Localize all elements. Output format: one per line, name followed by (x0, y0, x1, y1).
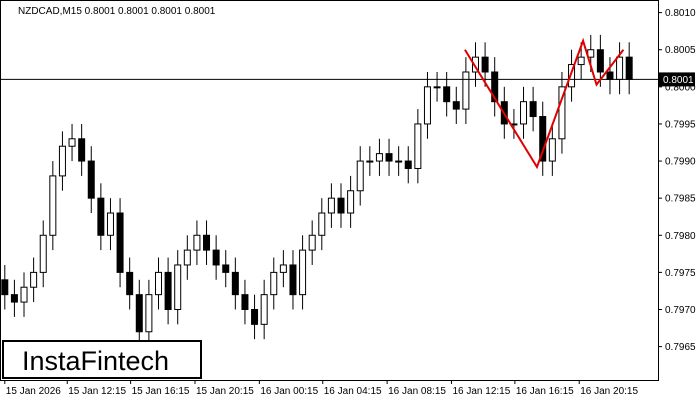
candle-body (1, 279, 9, 296)
logo: InstaFintech (22, 346, 169, 376)
candle-body (337, 197, 345, 214)
candle-body (212, 249, 220, 266)
candle-body (433, 86, 441, 89)
x-tick-label: 16 Jan 04:15 (324, 386, 382, 397)
candle-body (606, 71, 614, 80)
candle-body (529, 101, 537, 118)
y-tick-label: 0.7970 (665, 305, 696, 316)
candle-body (327, 197, 335, 214)
candle-body (145, 294, 153, 333)
x-tick-label: 16 Jan 00:15 (260, 386, 318, 397)
candle-body (366, 160, 374, 163)
x-tick-label: 16 Jan 12:15 (452, 386, 510, 397)
candle-body (68, 138, 76, 147)
x-tick-label: 16 Jan 16:15 (516, 386, 574, 397)
candle-body (20, 286, 28, 303)
candle-body (347, 190, 355, 214)
candle-body (164, 271, 172, 310)
candle-body (548, 138, 556, 162)
candle-body (452, 101, 460, 110)
candle-body (491, 71, 499, 103)
y-tick-label: 0.7985 (665, 194, 696, 205)
candle-body (375, 153, 383, 162)
x-tick-label: 15 Jan 12:15 (68, 386, 126, 397)
candle-body (58, 145, 66, 177)
candle-body (39, 234, 47, 273)
candle-body (299, 249, 307, 296)
candle-body (106, 212, 114, 236)
candle-body (260, 294, 268, 325)
x-tick-label: 15 Jan 16:15 (132, 386, 190, 397)
candle-body (462, 71, 470, 110)
candle-body (251, 308, 259, 325)
candle-body (539, 116, 547, 162)
candle-body (404, 160, 412, 169)
candle-body (558, 86, 566, 140)
candle-body (174, 264, 182, 310)
logo-box (2, 340, 202, 379)
y-tick-label: 0.7980 (665, 231, 696, 242)
candle-body (97, 197, 105, 236)
y-tick-label: 0.7990 (665, 157, 696, 168)
chart-title: NZDCAD,M15 0.8001 0.8001 0.8001 0.8001 (18, 6, 216, 17)
candle-body (616, 56, 624, 80)
candle-body (481, 56, 489, 73)
candle-body (241, 294, 249, 310)
candle-body (193, 234, 201, 251)
candle-body (318, 212, 326, 236)
candle-body (30, 271, 38, 288)
candle-body (116, 212, 124, 273)
y-tick-label: 0.7995 (665, 119, 696, 130)
x-tick-label: 15 Jan 20:15 (196, 386, 254, 397)
x-tick-label: 15 Jan 2026 (6, 386, 61, 397)
pattern-line (464, 37, 625, 170)
candle-body (577, 56, 585, 66)
y-tick-label: 0.8000 (665, 82, 696, 93)
candle-body (471, 56, 479, 73)
candle-body (10, 294, 18, 303)
x-tick-label: 16 Jan 08:15 (388, 386, 446, 397)
candle-body (135, 294, 143, 333)
candle-body (443, 86, 451, 103)
price-label: 0.8001 (663, 75, 694, 86)
candle-body (596, 49, 604, 73)
candle-body (395, 160, 403, 163)
price-label-box (659, 72, 695, 87)
candle-body (222, 264, 230, 273)
candle-body (423, 86, 431, 125)
candle-body (78, 138, 86, 162)
candle-body (289, 264, 297, 296)
candle-body (126, 271, 134, 296)
candle-body (625, 56, 633, 80)
candle-body (183, 249, 191, 266)
candle-body (154, 271, 162, 296)
candle-body (385, 153, 393, 162)
y-tick-label: 0.7965 (665, 342, 696, 353)
candle-body (520, 101, 528, 125)
candle-body (87, 160, 95, 199)
candle-body (356, 160, 364, 192)
candle-body (231, 271, 239, 296)
plot-frame (0, 0, 659, 381)
y-tick-label: 0.7975 (665, 268, 696, 279)
y-tick-label: 0.8005 (665, 45, 696, 56)
candle-body (414, 123, 422, 169)
candle-body (270, 271, 278, 296)
candle-body (203, 234, 211, 251)
candle-body (279, 264, 287, 273)
x-tick-label: 16 Jan 20:15 (580, 386, 638, 397)
y-tick-label: 0.8010 (665, 8, 696, 19)
candle-body (568, 64, 576, 88)
candle-body (308, 234, 316, 251)
candle-body (49, 175, 57, 236)
